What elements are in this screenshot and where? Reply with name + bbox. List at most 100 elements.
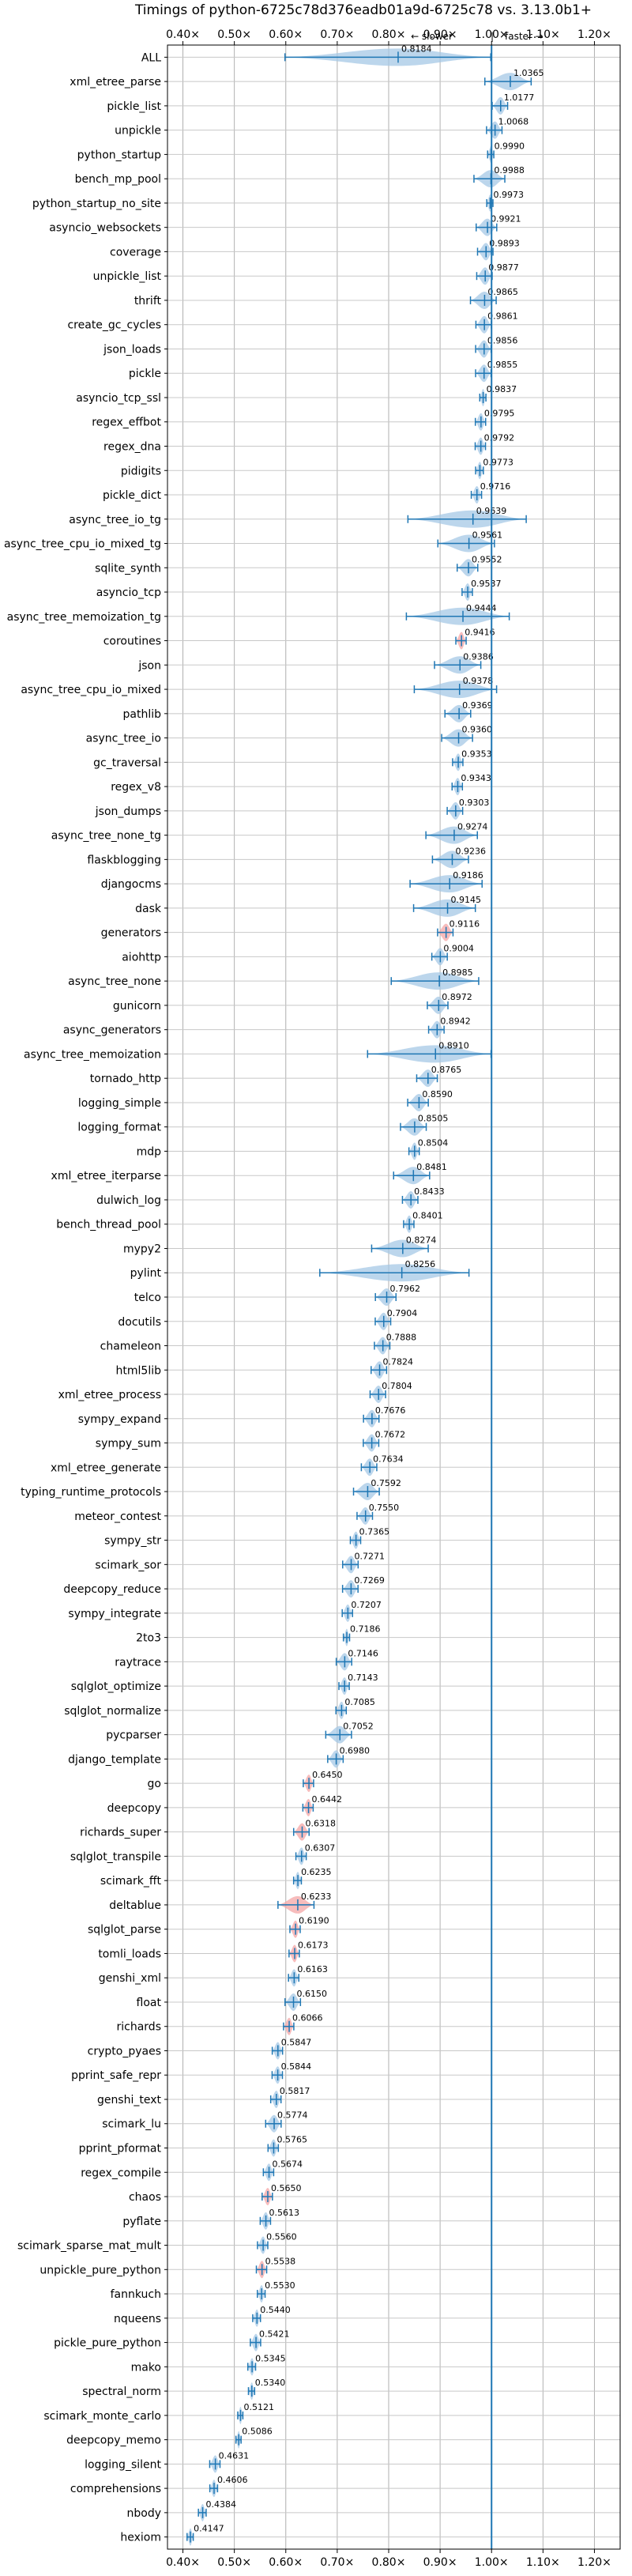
- category-label-coverage: coverage: [110, 246, 161, 258]
- category-label-pycparser: pycparser: [106, 1729, 161, 1742]
- value-label-async_tree_cpu_io_mixed_tg: 0.9561: [472, 530, 503, 541]
- faster-annotation: faster →: [505, 31, 544, 42]
- value-label-deepcopy: 0.6442: [312, 1794, 343, 1805]
- value-label-thrift: 0.9865: [487, 287, 518, 297]
- category-label-deepcopy: deepcopy: [107, 1802, 161, 1815]
- value-label-xml_etree_parse: 1.0365: [514, 68, 544, 78]
- value-label-dask: 0.9145: [451, 895, 482, 905]
- value-label-scimark_fft: 0.6235: [301, 1867, 332, 1877]
- category-label-scimark_sparse_mat_mult: scimark_sparse_mat_mult: [17, 2240, 161, 2253]
- x-tick-label-bottom: 0.50×: [217, 2556, 251, 2569]
- category-label-mypy2: mypy2: [123, 1243, 161, 1255]
- category-label-pylint: pylint: [130, 1267, 162, 1280]
- category-label-float: float: [137, 1997, 162, 2009]
- value-label-pickle_pure_python: 0.5421: [259, 2329, 290, 2340]
- category-label-comprehensions: comprehensions: [70, 2483, 161, 2495]
- category-label-async_tree_none_tg: async_tree_none_tg: [51, 830, 161, 843]
- category-label-scimark_monte_carlo: scimark_monte_carlo: [43, 2410, 161, 2423]
- value-label-unpickle: 1.0068: [498, 117, 529, 127]
- value-label-ALL: 0.8184: [401, 43, 432, 54]
- value-label-pickle_dict: 0.9716: [480, 481, 511, 492]
- category-label-raytrace: raytrace: [115, 1656, 161, 1669]
- value-label-comprehensions: 0.4606: [217, 2475, 248, 2485]
- x-tick-label-bottom: 0.90×: [423, 2556, 457, 2569]
- category-label-python_startup_no_site: python_startup_no_site: [32, 198, 161, 210]
- category-label-logging_format: logging_format: [77, 1122, 161, 1134]
- category-label-xml_etree_process: xml_etree_process: [58, 1389, 161, 1401]
- category-label-mdp: mdp: [137, 1145, 162, 1158]
- category-label-json_loads: json_loads: [103, 343, 161, 356]
- category-label-create_gc_cycles: create_gc_cycles: [67, 319, 161, 332]
- value-label-scimark_monte_carlo: 0.5121: [244, 2402, 275, 2412]
- value-label-html5lib: 0.7824: [383, 1356, 414, 1367]
- axis-layer: 0.40× 0.40× 0.50× 0.50× 0.60× 0.60× 0.70× 0.70×…: [164, 28, 621, 2569]
- x-tick-label-bottom: 0.70×: [320, 2556, 354, 2569]
- category-label-regex_dna: regex_dna: [103, 440, 161, 453]
- x-tick-label-top: 0.50×: [217, 28, 251, 41]
- value-label-regex_v8: 0.9343: [461, 773, 491, 783]
- category-label-richards_super: richards_super: [80, 1827, 161, 1839]
- category-label-scimark_sor: scimark_sor: [95, 1559, 161, 1571]
- value-label-mypy2: 0.8274: [406, 1235, 437, 1245]
- category-label-scimark_lu: scimark_lu: [102, 2118, 161, 2131]
- category-label-telco: telco: [134, 1292, 161, 1304]
- x-tick-label-top: 1.10×: [526, 28, 560, 41]
- value-label-go: 0.6450: [312, 1770, 343, 1780]
- value-label-docutils: 0.7904: [387, 1308, 418, 1318]
- x-tick-label-top: 0.60×: [269, 28, 303, 41]
- category-label-async_generators: async_generators: [63, 1024, 161, 1037]
- category-label-python_startup: python_startup: [77, 149, 161, 161]
- value-label-genshi_xml: 0.6163: [297, 1964, 328, 1974]
- value-label-logging_simple: 0.8590: [422, 1089, 453, 1099]
- x-tick-label-top: 0.40×: [166, 28, 200, 41]
- category-label-dulwich_log: dulwich_log: [96, 1194, 161, 1207]
- category-label-pickle: pickle: [129, 368, 161, 380]
- value-label-mako: 0.5345: [255, 2353, 286, 2363]
- value-label-crypto_pyaes: 0.5847: [281, 2037, 312, 2047]
- category-label-sympy_str: sympy_str: [104, 1535, 161, 1548]
- category-label-flaskblogging: flaskblogging: [87, 854, 161, 866]
- category-label-pprint_pformat: pprint_pformat: [79, 2143, 162, 2155]
- value-label-python_startup_no_site: 0.9973: [493, 190, 524, 200]
- category-label-async_tree_cpu_io_mixed_tg: async_tree_cpu_io_mixed_tg: [4, 538, 161, 551]
- value-label-python_startup: 0.9990: [495, 141, 525, 151]
- value-label-aiohttp: 0.9004: [443, 943, 474, 953]
- value-label-asyncio_websockets: 0.9921: [491, 214, 521, 224]
- value-label-richards: 0.6066: [292, 2013, 323, 2023]
- category-label-ALL: ALL: [141, 51, 161, 64]
- category-label-deepcopy_memo: deepcopy_memo: [66, 2435, 161, 2447]
- value-label-async_tree_cpu_io_mixed: 0.9378: [463, 676, 494, 686]
- category-label-pickle_pure_python: pickle_pure_python: [54, 2337, 161, 2350]
- category-label-async_tree_memoization: async_tree_memoization: [24, 1048, 161, 1061]
- value-label-sqlglot_parse: 0.6190: [299, 1916, 329, 1926]
- value-label-flaskblogging: 0.9236: [455, 846, 486, 856]
- x-tick-label-top: 0.80×: [372, 28, 406, 41]
- category-label-sympy_integrate: sympy_integrate: [68, 1608, 161, 1620]
- x-tick-label-bottom: 1.10×: [526, 2556, 560, 2569]
- category-label-docutils: docutils: [118, 1316, 161, 1329]
- x-tick-label-top: 1.00×: [475, 28, 509, 41]
- value-label-mdp: 0.8504: [418, 1137, 449, 1148]
- value-label-nbody: 0.4384: [206, 2499, 237, 2510]
- value-label-richards_super: 0.6318: [305, 1819, 336, 1829]
- value-label-2to3: 0.7186: [350, 1624, 381, 1635]
- value-label-chaos: 0.5650: [271, 2183, 302, 2193]
- category-label-async_tree_none: async_tree_none: [68, 975, 161, 988]
- value-label-async_tree_memoization_tg: 0.9444: [466, 603, 497, 613]
- category-label-regex_compile: regex_compile: [81, 2167, 161, 2179]
- value-label-django_template: 0.6980: [340, 1745, 371, 1756]
- value-label-deepcopy_memo: 0.5086: [242, 2427, 273, 2437]
- value-label-pyflate: 0.5613: [269, 2208, 300, 2218]
- category-label-pprint_safe_repr: pprint_safe_repr: [71, 2069, 161, 2082]
- value-label-logging_format: 0.8505: [418, 1114, 449, 1124]
- value-label-asyncio_tcp: 0.9537: [471, 579, 502, 589]
- category-label-json_dumps: json_dumps: [95, 805, 161, 818]
- value-label-json_loads: 0.9856: [487, 335, 518, 345]
- value-label-spectral_norm: 0.5340: [255, 2378, 286, 2388]
- value-label-async_generators: 0.8942: [440, 1016, 471, 1027]
- value-label-scimark_sparse_mat_mult: 0.5560: [266, 2232, 297, 2242]
- category-label-deltablue: deltablue: [109, 1899, 161, 1912]
- value-label-raytrace: 0.7146: [348, 1648, 378, 1658]
- value-label-pprint_pformat: 0.5765: [276, 2135, 307, 2145]
